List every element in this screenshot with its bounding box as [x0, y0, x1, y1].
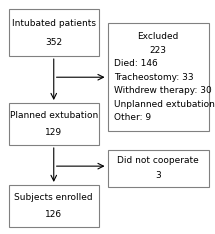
Text: 352: 352	[45, 38, 62, 47]
FancyBboxPatch shape	[108, 23, 209, 131]
FancyBboxPatch shape	[9, 185, 99, 227]
Text: 126: 126	[45, 210, 62, 219]
Text: Withdrew therapy: 30: Withdrew therapy: 30	[114, 86, 212, 95]
FancyBboxPatch shape	[9, 9, 99, 56]
Text: Planned extubation: Planned extubation	[10, 111, 98, 120]
FancyBboxPatch shape	[9, 103, 99, 145]
Text: Intubated patients: Intubated patients	[12, 19, 96, 28]
Text: Other: 9: Other: 9	[114, 113, 151, 122]
Text: Died: 146: Died: 146	[114, 59, 158, 68]
Text: 129: 129	[45, 128, 62, 137]
FancyBboxPatch shape	[108, 150, 209, 187]
Text: Subjects enrolled: Subjects enrolled	[14, 193, 93, 202]
Text: Unplanned extubation: 5: Unplanned extubation: 5	[114, 100, 215, 109]
Text: Tracheostomy: 33: Tracheostomy: 33	[114, 73, 194, 82]
Text: 3: 3	[155, 172, 161, 180]
Text: 223: 223	[149, 46, 167, 55]
Text: Excluded: Excluded	[137, 32, 179, 41]
Text: Did not cooperate: Did not cooperate	[117, 157, 199, 165]
